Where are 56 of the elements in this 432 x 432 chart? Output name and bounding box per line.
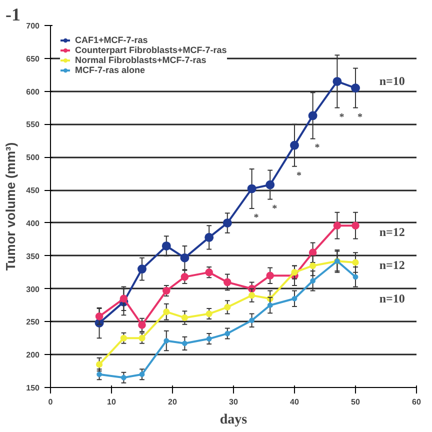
annotation: * [272,203,278,214]
point [120,294,128,303]
y-tick-label: 600 [26,87,40,96]
point [180,253,190,262]
annotation: * [296,170,302,182]
y-tick-label: 450 [26,186,40,196]
point [332,76,342,86]
point [266,180,275,190]
y-tick-label: 400 [26,218,40,228]
point [351,84,360,93]
y-tick-label: 350 [26,252,40,261]
y-tick-label: 650 [26,54,40,64]
y-tick-label: 200 [26,350,40,360]
annotation: n=10 [379,292,405,306]
x-tick-label: 0 [48,398,54,406]
point [204,232,214,242]
x-tick-label: 20 [168,398,178,406]
x-tick-label: 30 [229,398,238,406]
y-tick-label: 150 [26,384,40,392]
legend-label: Counterpart Fibroblasts+MCF-7-ras [75,45,227,55]
point [138,264,146,274]
x-tick-label: 50 [351,398,360,406]
legend-label: CAF1+MCF-7-ras [75,35,148,45]
point [310,262,316,270]
point [352,222,360,230]
point [164,338,170,344]
x-axis-title: days [220,412,248,428]
x-tick-label: 10 [107,398,116,406]
annotation: * [254,212,259,224]
y-tick-label: 700 [26,22,40,30]
point [352,259,359,266]
point [290,140,299,150]
annotation: * [339,112,344,123]
point [247,184,256,194]
x-tick-label: 40 [290,398,300,406]
point [310,278,316,284]
y-tick-label: 300 [26,284,40,294]
legend-label: MCF-7-ras alone [75,65,146,75]
point [352,274,358,280]
y-tick-label: 250 [26,318,40,327]
point [162,242,171,250]
annotation: n=12 [379,225,405,240]
annotation: n=10 [379,74,405,88]
point [333,222,342,230]
annotation: * [314,142,320,154]
y-tick-label: 550 [26,120,40,130]
x-tick-label: 60 [412,398,422,406]
point [308,248,317,256]
text: -1 [6,4,20,24]
y-tick-label: 500 [26,153,40,162]
point [308,111,318,120]
annotation: n=12 [379,258,405,272]
y-axis-title: Tumor volume (mm³) [3,142,18,271]
point [222,218,232,228]
legend-label: Normal Fibroblasts+MCF-7-ras [75,55,206,65]
annotation: * [358,112,362,123]
